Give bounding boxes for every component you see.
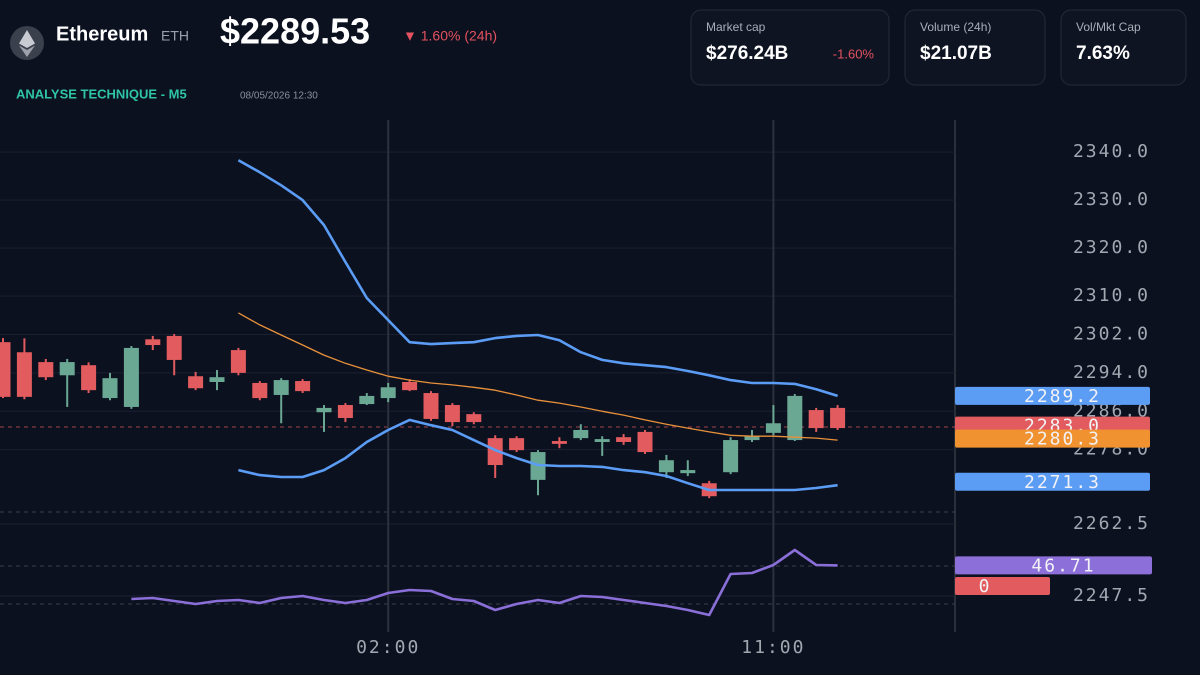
price-tag xyxy=(955,472,1150,491)
candle-body xyxy=(466,414,482,423)
y-tick-label: 2310.0 xyxy=(1073,285,1150,306)
stat-label: Volume (24h) xyxy=(920,20,991,34)
candle-body xyxy=(765,423,781,433)
candle-body xyxy=(444,405,460,423)
stat-value: $276.24B xyxy=(706,43,788,64)
candle-body xyxy=(230,350,246,373)
candle-body xyxy=(252,382,268,399)
price-tag-label: 0 xyxy=(979,576,992,597)
stat-value: 7.63% xyxy=(1076,43,1130,64)
candle-body xyxy=(337,405,353,418)
price-tag xyxy=(955,429,1150,448)
y-tick-label: 2302.0 xyxy=(1073,323,1150,344)
x-tick-label: 02:00 xyxy=(356,637,420,658)
stat-card xyxy=(904,9,1046,86)
price-tag-label: 2271.3 xyxy=(1024,472,1101,493)
candle-body xyxy=(723,440,739,473)
candle-body xyxy=(658,460,674,473)
candle-body xyxy=(594,439,610,442)
band-line xyxy=(238,418,838,492)
candle-body xyxy=(637,431,653,453)
stat-label: Vol/Mkt Cap xyxy=(1076,20,1141,34)
x-tick-label: 11:00 xyxy=(741,637,805,658)
y-tick-label: 2330.0 xyxy=(1073,189,1150,210)
candle-body xyxy=(616,437,632,442)
timestamp: 08/05/2026 12:30 xyxy=(240,91,318,102)
section-title: ANALYSE TECHNIQUE - M5 xyxy=(16,86,187,101)
candle-body xyxy=(830,407,846,429)
stat-card xyxy=(1060,9,1187,86)
candle-body xyxy=(573,429,589,439)
candle-body xyxy=(487,438,503,466)
y-tick-label: 2320.0 xyxy=(1073,237,1150,258)
candle-body xyxy=(380,387,396,399)
price-tag-label: 46.71 xyxy=(1031,555,1095,576)
eth-icon xyxy=(10,26,44,60)
coin-name: Ethereum xyxy=(56,23,148,45)
price-tag xyxy=(955,577,1050,595)
candle-body xyxy=(166,335,182,360)
candle-body xyxy=(209,377,225,382)
candle-body xyxy=(551,441,567,444)
stat-change: -1.60% xyxy=(833,46,875,61)
price-tag-label: 2289.2 xyxy=(1024,386,1101,407)
price-tag xyxy=(955,556,1152,575)
candle-body xyxy=(16,352,32,397)
candle-body xyxy=(423,393,439,419)
candle-body xyxy=(295,381,311,392)
stat-card xyxy=(690,9,890,86)
coin-symbol: ETH xyxy=(161,28,189,44)
y-tick-label: 2286.0 xyxy=(1073,400,1150,421)
price-change: ▼ 1.60% (24h) xyxy=(403,28,497,44)
candle-body xyxy=(81,365,97,391)
y-tick-label: 2247.5 xyxy=(1073,585,1150,606)
y-tick-label: 2340.0 xyxy=(1073,141,1150,162)
price-tag-label: 2280.3 xyxy=(1024,429,1101,450)
band-line xyxy=(237,159,838,398)
candle-body xyxy=(145,339,161,346)
candle-body xyxy=(38,362,54,378)
plot: 2340.0 2330.0 2320.0 2310.0 2302.0 2294.0 2286… xyxy=(0,120,1152,658)
stat-value: $21.07B xyxy=(920,43,992,64)
stat-label: Market cap xyxy=(706,20,766,34)
candle-body xyxy=(123,347,139,407)
candle-body xyxy=(59,362,75,376)
price-tag xyxy=(955,386,1150,405)
candle-body xyxy=(102,378,118,399)
candle-body xyxy=(316,407,332,413)
candle-body xyxy=(808,410,824,429)
candle-body xyxy=(680,470,696,474)
candle-body xyxy=(359,395,375,405)
candle-body xyxy=(273,380,289,395)
rsi-line xyxy=(131,548,838,617)
candle-body xyxy=(787,395,803,441)
y-tick-label: 2294.0 xyxy=(1073,362,1150,383)
coin-price: $2289.53 xyxy=(220,11,370,52)
band-line xyxy=(238,312,838,441)
candle-body xyxy=(402,381,418,391)
candle-body xyxy=(188,376,204,389)
candle-body xyxy=(0,342,11,397)
y-tick-label: 2262.5 xyxy=(1073,513,1150,534)
candle-body xyxy=(509,438,525,451)
candle-body xyxy=(744,436,760,441)
